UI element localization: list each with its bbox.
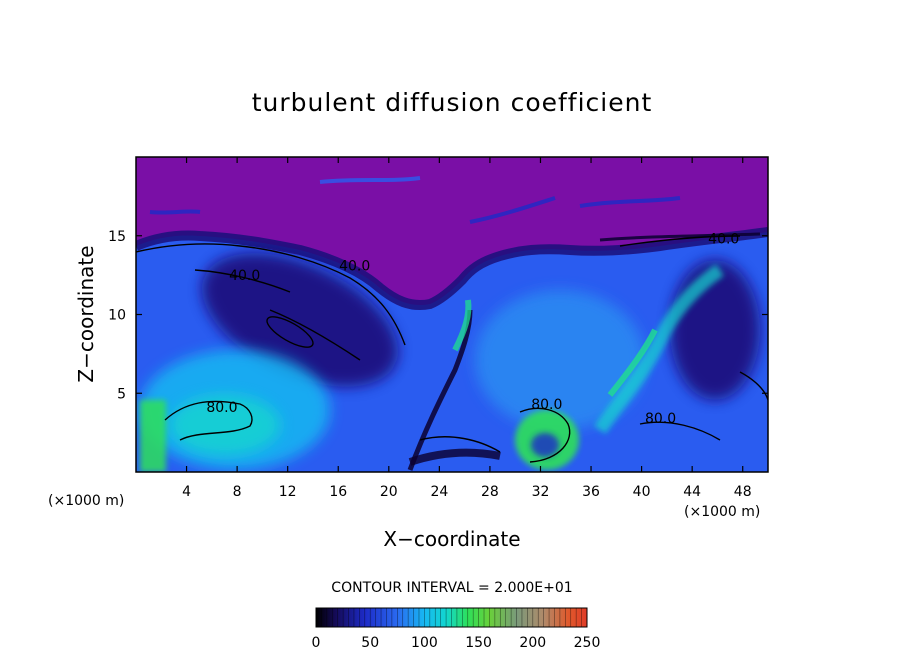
mixing-region (475, 290, 645, 430)
colorbar-tick-label: 150 (465, 635, 492, 651)
x-tick-label: 32 (532, 484, 550, 500)
x-unit-left: (×1000 m) (48, 493, 124, 509)
wisp-4 (149, 209, 201, 215)
x-tick-label: 28 (481, 484, 499, 500)
x-tick-label: 36 (582, 484, 600, 500)
x-tick-label: 8 (233, 484, 242, 500)
contour-label: 40.0 (708, 232, 739, 248)
colorbar-tick-label: 200 (519, 635, 546, 651)
y-axis: 5 10 15 (108, 229, 768, 402)
x-axis-label: X−coordinate (383, 527, 520, 551)
wisp-2 (469, 196, 556, 224)
wisp-3 (579, 196, 681, 208)
contour-label: 80.0 (645, 411, 676, 427)
edge-left-green (140, 400, 166, 472)
x-tick-label: 4 (182, 484, 191, 500)
colorbar-tick-label: 0 (312, 635, 321, 651)
x-unit-right: (×1000 m) (684, 504, 760, 520)
x-tick-label: 48 (734, 484, 752, 500)
y-tick-label: 15 (108, 229, 126, 245)
colorbar-tick-label: 250 (574, 635, 601, 651)
contour-label: 80.0 (206, 400, 237, 416)
x-tick-label: 44 (683, 484, 701, 500)
wisp-1 (319, 176, 421, 184)
diagonal-band-3 (407, 309, 473, 471)
colorbar-stripes (315, 608, 588, 627)
contour-label: 40.0 (339, 258, 370, 274)
x-tick-label: 24 (430, 484, 448, 500)
chart-title: turbulent diffusion coefficient (252, 88, 653, 117)
contour-lines (136, 235, 768, 463)
colorbar: 0 50 100 150 200 250 (312, 607, 601, 651)
green-blob-core (531, 433, 559, 457)
upper-layer (136, 157, 768, 306)
diagonal-band-2 (607, 328, 658, 397)
diagonal-band-4 (452, 299, 472, 352)
contour-label: 40.0 (229, 268, 260, 284)
colorbar-tick-label: 100 (411, 635, 438, 651)
plot-area (136, 157, 768, 472)
x-tick-label: 40 (633, 484, 651, 500)
colorbar-tick-label: 50 (361, 635, 379, 651)
cell-lower-left-core (170, 395, 280, 455)
x-axis: 4 8 12 16 20 24 28 32 36 40 44 48 (182, 157, 752, 500)
contour-label: 80.0 (531, 397, 562, 413)
colorbar-ticks: 0 50 100 150 200 250 (312, 635, 601, 651)
y-tick-label: 5 (117, 386, 126, 402)
x-tick-label: 20 (380, 484, 398, 500)
y-tick-label: 10 (108, 308, 126, 324)
diagonal-band-1 (594, 264, 724, 434)
bottom-dark-band (408, 448, 501, 466)
wisp-5 (599, 232, 761, 242)
colorbar-frame (315, 607, 588, 628)
contour-labels: 40.0 40.0 80.0 80.0 80.0 40.0 (206, 232, 739, 428)
x-tick-label: 16 (329, 484, 347, 500)
contour-interval-text: CONTOUR INTERVAL = 2.000E+01 (331, 580, 572, 596)
y-axis-label: Z−coordinate (74, 245, 98, 382)
x-tick-label: 12 (279, 484, 297, 500)
boundary-band (136, 227, 768, 310)
